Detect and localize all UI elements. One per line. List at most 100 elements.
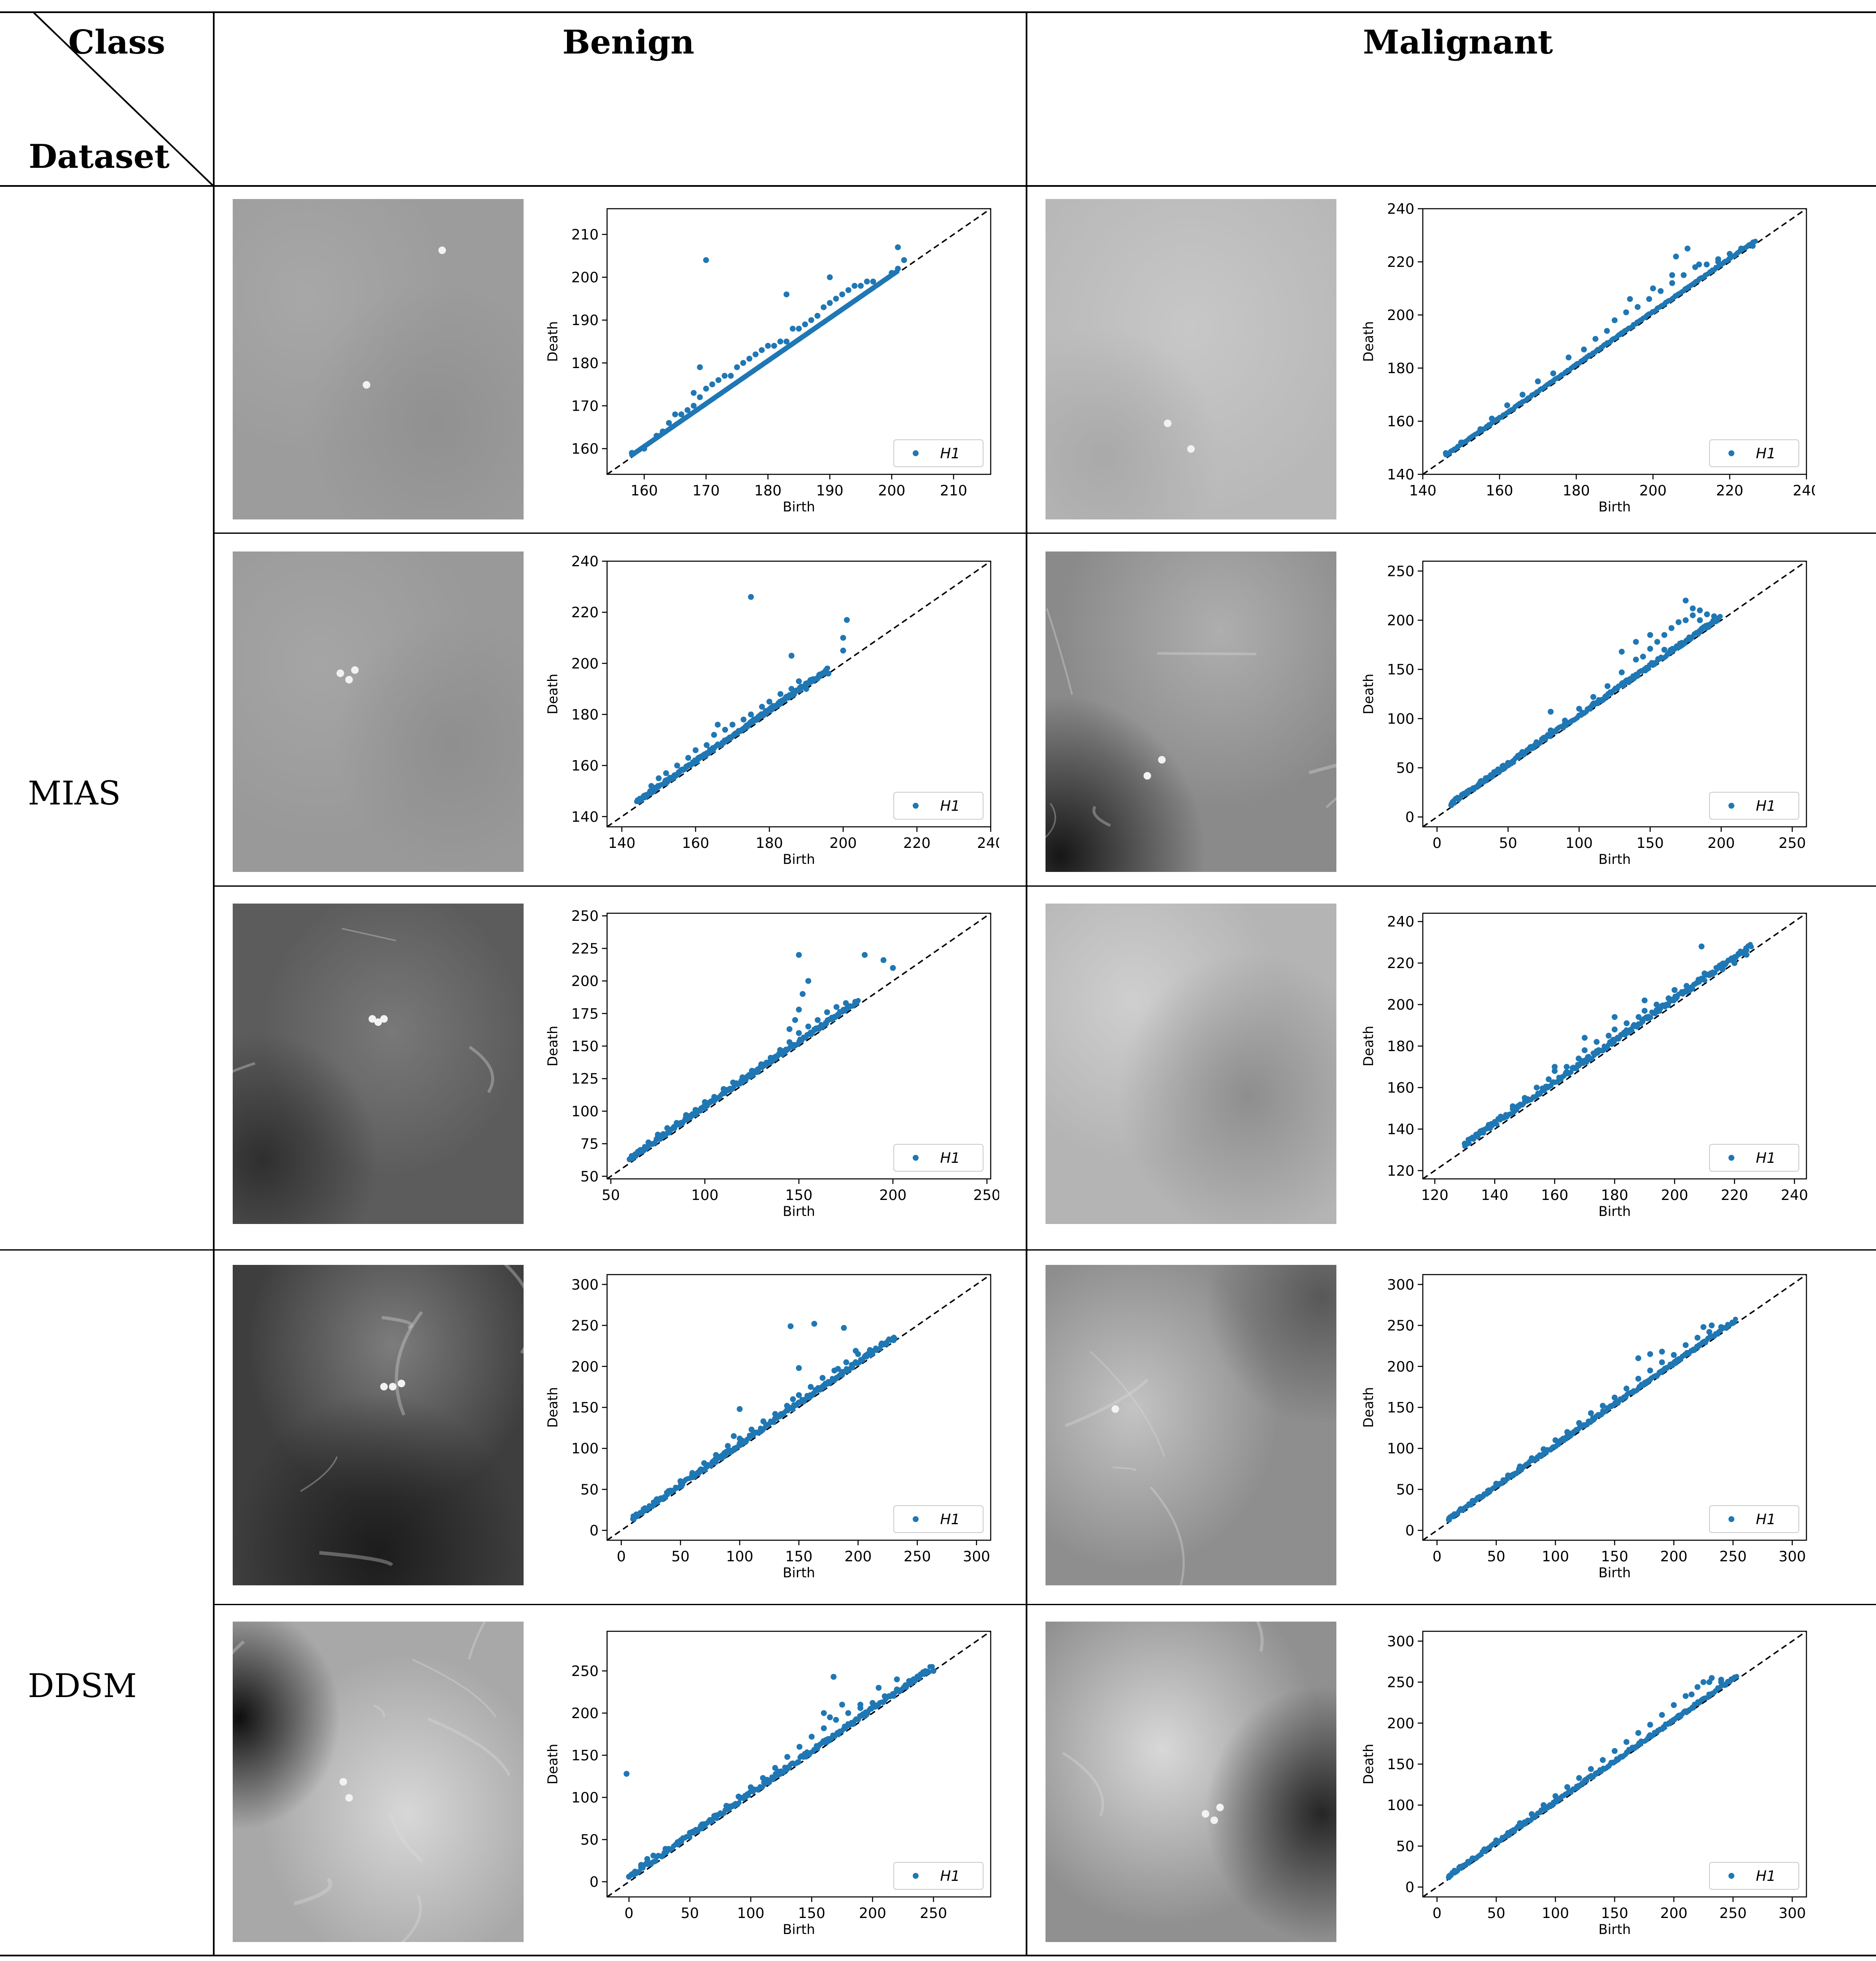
y-tick-label: 300 <box>1387 1633 1414 1650</box>
legend-marker <box>1728 1516 1734 1522</box>
data-point <box>833 1717 839 1723</box>
y-tick-label: 160 <box>571 441 599 457</box>
data-point <box>1635 1014 1642 1020</box>
data-point <box>721 373 728 379</box>
data-point <box>1612 1026 1618 1033</box>
data-point <box>1529 1811 1535 1817</box>
x-tick-label: 100 <box>737 1905 764 1922</box>
x-tick-label: 200 <box>1661 1187 1688 1204</box>
y-tick-label: 250 <box>1387 563 1414 580</box>
legend-marker <box>913 450 919 456</box>
data-point <box>644 1856 650 1862</box>
data-point <box>629 450 635 456</box>
data-point <box>1533 739 1540 745</box>
legend-marker <box>913 803 919 809</box>
legend: H1 <box>893 1505 984 1533</box>
legend-marker <box>913 1516 919 1522</box>
legend: H1 <box>893 439 984 467</box>
data-point <box>839 291 845 298</box>
density-point <box>926 1669 932 1675</box>
data-point <box>1697 617 1703 623</box>
data-point <box>1517 1820 1523 1826</box>
data-point <box>1709 1322 1715 1329</box>
data-point <box>642 1505 648 1512</box>
persistence-diagram: 0 50 100 150 200 250 0 50 100 150 200 250 Birth Death… <box>523 1624 999 1961</box>
data-point <box>650 1853 656 1859</box>
legend: H1 <box>1709 1144 1799 1172</box>
y-tick-label: 50 <box>1396 760 1414 777</box>
data-point <box>1690 612 1696 619</box>
data-point <box>697 364 703 370</box>
data-point <box>799 991 806 997</box>
y-tick-label: 200 <box>571 655 599 672</box>
data-point <box>736 1794 742 1800</box>
data-point <box>759 704 765 710</box>
data-point <box>1588 1410 1594 1416</box>
data-point <box>1469 1855 1476 1861</box>
data-point <box>1489 415 1495 422</box>
density-point <box>825 665 830 671</box>
data-point <box>1551 1068 1558 1074</box>
data-point <box>1457 1864 1464 1870</box>
y-tick-label: 180 <box>1387 1038 1414 1055</box>
data-point <box>1647 1367 1653 1374</box>
data-point <box>1493 1837 1500 1843</box>
y-tick-label: 300 <box>1387 1276 1414 1293</box>
y-tick-label: 50 <box>581 1481 599 1498</box>
data-point <box>844 617 850 623</box>
y-tick-label: 250 <box>571 908 599 925</box>
x-tick-label: 200 <box>1707 835 1735 852</box>
data-point <box>1505 760 1511 766</box>
class-label: Class <box>68 23 166 62</box>
y-axis-label: Death <box>545 1026 561 1067</box>
data-point <box>626 1874 632 1880</box>
y-tick-label: 175 <box>571 1006 599 1022</box>
data-point <box>890 965 896 971</box>
data-point <box>889 270 895 276</box>
y-tick-label: 150 <box>571 1747 599 1764</box>
y-tick-label: 100 <box>571 1789 599 1806</box>
data-point <box>704 742 710 748</box>
y-tick-label: 300 <box>571 1276 599 1293</box>
dataset-label: Dataset <box>29 137 170 176</box>
data-point <box>805 1023 812 1030</box>
data-point <box>1647 632 1653 638</box>
x-tick-label: 160 <box>682 835 710 852</box>
data-point <box>880 957 887 963</box>
data-point <box>824 1009 830 1015</box>
data-point <box>895 266 901 272</box>
data-point <box>796 1030 802 1036</box>
data-point <box>1640 654 1646 660</box>
x-tick-label: 50 <box>1487 1548 1505 1565</box>
header-diagonal <box>33 12 214 186</box>
x-tick-label: 150 <box>1601 1905 1629 1922</box>
data-point <box>879 1340 885 1347</box>
data-point <box>722 726 728 733</box>
y-tick-label: 250 <box>571 1318 599 1334</box>
data-point <box>1650 285 1656 291</box>
x-tick-label: 250 <box>1719 1905 1747 1922</box>
data-point <box>825 670 831 677</box>
data-point <box>758 1061 764 1068</box>
data-point <box>1673 253 1679 260</box>
data-point <box>796 1365 802 1371</box>
legend-label: H1 <box>940 1868 960 1885</box>
data-point <box>1661 632 1667 638</box>
data-point <box>827 300 833 306</box>
legend: H1 <box>1709 439 1799 467</box>
data-point <box>638 1862 644 1868</box>
y-tick-label: 210 <box>571 226 599 243</box>
data-point <box>918 1671 925 1677</box>
x-tick-label: 240 <box>1793 482 1815 499</box>
data-point <box>648 783 654 789</box>
data-point <box>1669 280 1675 286</box>
data-point <box>1683 983 1690 989</box>
persistence-diagram: 0 50 100 150 200 250 300 0 50 100 150 200 250 300 Birt… <box>1338 1624 1815 1961</box>
data-point <box>692 1107 699 1113</box>
data-point <box>1604 328 1610 334</box>
persistence-diagram: 120 140 160 180 200 220 240 120 140 160 180 200 220 2… <box>1338 906 1815 1243</box>
data-point <box>664 1125 670 1131</box>
y-tick-label: 0 <box>1405 1523 1414 1539</box>
y-tick-label: 240 <box>1387 914 1414 931</box>
legend-marker <box>1728 1155 1734 1161</box>
